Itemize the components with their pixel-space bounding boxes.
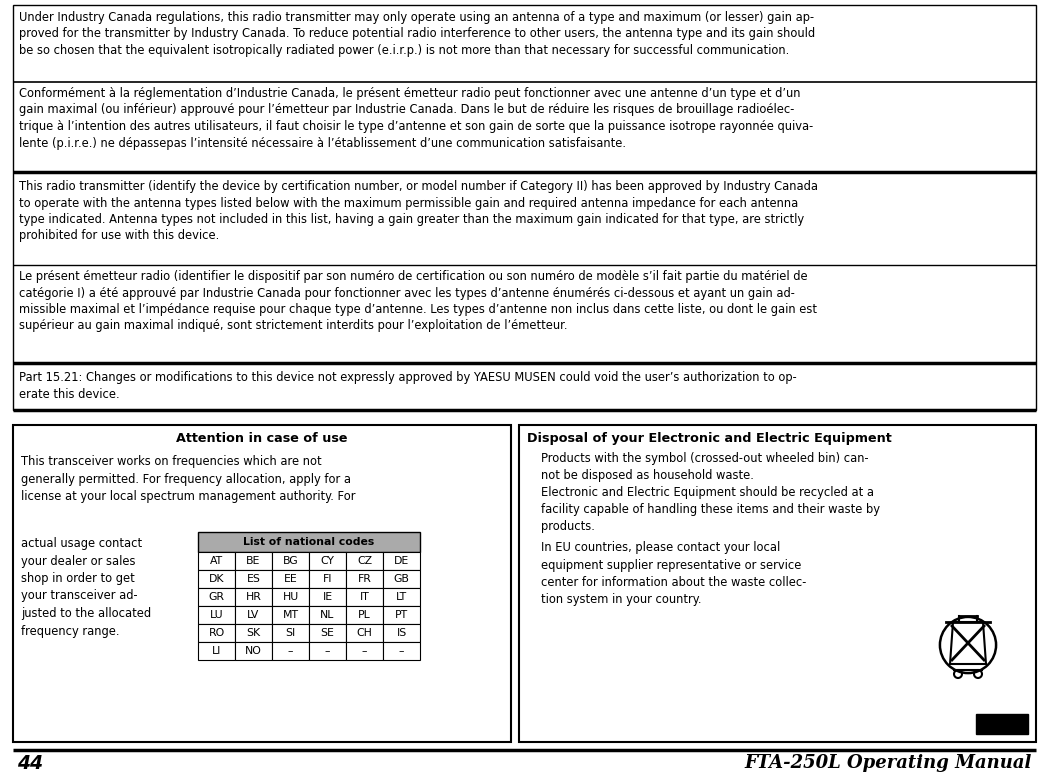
Text: –: – [288,646,293,656]
Text: Disposal of your Electronic and Electric Equipment: Disposal of your Electronic and Electric… [527,432,892,445]
Bar [198,552,235,570]
Bar [383,588,420,606]
Text: FTA-250L Operating Manual: FTA-250L Operating Manual [744,754,1032,772]
Text: This transceiver works on frequencies which are not
generally permitted. For fre: This transceiver works on frequencies wh… [21,455,356,503]
Text: NL: NL [320,610,335,620]
Bar [198,642,235,660]
Bar [346,624,383,642]
Text: List of national codes: List of national codes [243,537,375,547]
Text: IT: IT [359,592,370,602]
Text: FR: FR [358,574,372,584]
Bar [235,588,272,606]
Text: BE: BE [246,556,261,566]
Bar [346,552,383,570]
Bar [272,570,309,588]
Text: BG: BG [283,556,298,566]
Text: IE: IE [322,592,333,602]
Text: Attention in case of use: Attention in case of use [176,432,348,445]
Bar [519,425,1035,742]
Text: MT: MT [283,610,298,620]
Bar [383,642,420,660]
Bar [198,606,235,624]
Text: Conformément à la réglementation d’Industrie Canada, le présent émetteur radio p: Conformément à la réglementation d’Indus… [19,87,814,149]
Bar [346,642,383,660]
Text: frequency range.: frequency range. [21,625,119,638]
Bar [235,624,272,642]
Bar [309,570,346,588]
Text: DE: DE [394,556,409,566]
Bar [309,642,346,660]
Text: DK: DK [208,574,224,584]
Text: PT: PT [395,610,408,620]
Bar [198,624,235,642]
Bar [198,588,235,606]
Bar [235,552,272,570]
Text: –: – [399,646,404,656]
Text: SK: SK [246,628,261,638]
Text: HU: HU [283,592,298,602]
Text: SI: SI [286,628,295,638]
Bar [13,5,1035,410]
Text: PL: PL [358,610,371,620]
Bar [309,606,346,624]
Text: CZ: CZ [357,556,372,566]
Text: In EU countries, please contact your local
equipment supplier representative or : In EU countries, please contact your loc… [541,541,806,607]
Text: shop in order to get: shop in order to get [21,572,135,585]
Bar [272,606,309,624]
Text: GB: GB [394,574,409,584]
Bar [309,624,346,642]
Text: Part 15.21: Changes or modifications to this device not expressly approved by YA: Part 15.21: Changes or modifications to … [19,371,797,400]
Bar [272,642,309,660]
Text: Products with the symbol (crossed-out wheeled bin) can-
not be disposed as house: Products with the symbol (crossed-out wh… [541,452,869,482]
Bar [346,570,383,588]
Bar [13,425,511,742]
Text: HR: HR [246,592,262,602]
Text: IS: IS [397,628,406,638]
Bar [198,570,235,588]
Bar [235,606,272,624]
Text: your transceiver ad-: your transceiver ad- [21,590,137,602]
Text: CY: CY [320,556,334,566]
Text: actual usage contact: actual usage contact [21,537,142,550]
Bar [272,624,309,642]
Text: GR: GR [208,592,224,602]
Text: CH: CH [357,628,373,638]
Text: FI: FI [322,574,332,584]
Text: 44: 44 [17,754,43,773]
Text: LU: LU [209,610,223,620]
Text: LI: LI [211,646,221,656]
Text: This radio transmitter (identify the device by certification number, or model nu: This radio transmitter (identify the dev… [19,180,818,243]
Text: LT: LT [396,592,407,602]
Bar [346,606,383,624]
Text: RO: RO [208,628,225,638]
Text: justed to the allocated: justed to the allocated [21,607,151,620]
Bar [346,588,383,606]
Text: your dealer or sales: your dealer or sales [21,554,135,567]
Text: Under Industry Canada regulations, this radio transmitter may only operate using: Under Industry Canada regulations, this … [19,11,816,57]
Text: Electronic and Electric Equipment should be recycled at a
facility capable of ha: Electronic and Electric Equipment should… [541,486,879,533]
Bar [383,552,420,570]
Text: Le présent émetteur radio (identifier le dispositif par son numéro de certificat: Le présent émetteur radio (identifier le… [19,270,817,332]
Text: NO: NO [245,646,262,656]
Bar [272,552,309,570]
Bar [309,588,346,606]
Text: AT: AT [210,556,223,566]
Bar [383,624,420,642]
Text: SE: SE [320,628,334,638]
Text: –: – [325,646,330,656]
Text: EE: EE [284,574,297,584]
Text: –: – [362,646,367,656]
Bar [272,588,309,606]
Bar [383,570,420,588]
Bar [309,552,346,570]
Bar [235,570,272,588]
Text: LV: LV [247,610,260,620]
Text: ES: ES [246,574,261,584]
Bar [976,714,1028,734]
Bar [235,642,272,660]
Bar [198,532,420,552]
Bar [383,606,420,624]
